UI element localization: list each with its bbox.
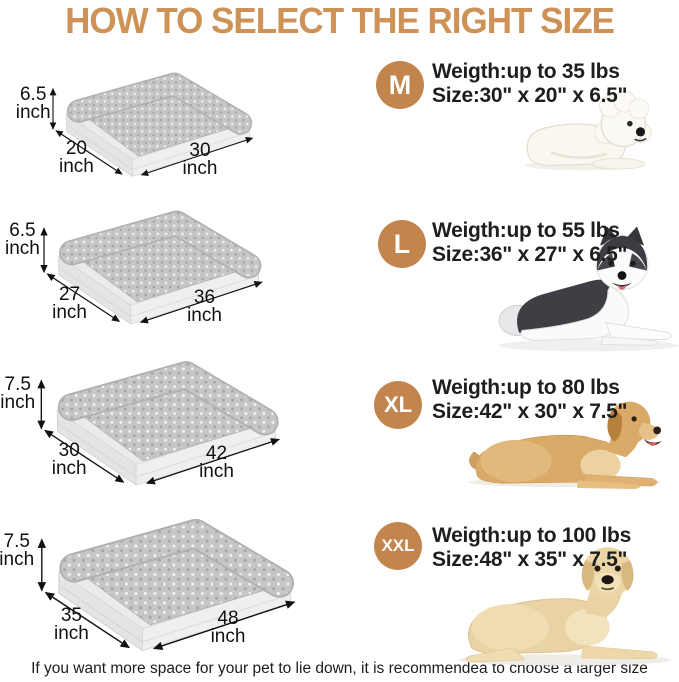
size-line: Size:36" x 27" x 6.5" (432, 243, 628, 266)
dimension-label-height: 6.5 inch (3, 220, 42, 260)
dimension-label-depth: 35 inch (30, 604, 112, 644)
weight-line: Weigth:up to 35 lbs (432, 60, 620, 83)
dim-unit: inch (54, 622, 89, 644)
dimension-label-width: 36 inch (168, 287, 241, 327)
dim-unit: inch (0, 392, 36, 414)
page-title: HOW TO SELECT THE RIGHT SIZE (65, 1, 615, 42)
dim-value: 30 (58, 440, 80, 462)
size-badge-xxl: XXL (374, 522, 422, 570)
dimension-label-depth: 30 inch (31, 440, 108, 480)
dim-value: 42 (205, 443, 228, 465)
dim-value: 48 (217, 608, 239, 630)
spec-text-l: Weigth:up to 55 lbs Size:36" x 27" x 6.5… (432, 219, 628, 267)
dim-unit: inch (4, 238, 40, 260)
dim-value: 30 (189, 140, 211, 162)
weight-line: Weigth:up to 100 lbs (432, 524, 631, 547)
size-badge-m: M (376, 61, 424, 109)
dimension-label-width: 42 inch (176, 443, 256, 483)
dim-unit: inch (199, 461, 234, 483)
dimension-label-height: 7.5 inch (0, 374, 39, 414)
dim-unit: inch (210, 626, 246, 648)
spec-text-xl: Weigth:up to 80 lbs Size:42" x 30" x 7.5… (432, 376, 628, 424)
size-line: Size:30" x 20" x 6.5" (432, 84, 628, 107)
dim-value: 6.5 (9, 220, 36, 242)
dim-value: 7.5 (4, 374, 31, 396)
dim-value: 36 (193, 287, 216, 309)
dimension-label-height: 6.5 inch (15, 84, 51, 124)
dim-value: 6.5 (19, 84, 47, 106)
weight-line: Weigth:up to 80 lbs (432, 376, 620, 399)
spec-text-xxl: Weigth:up to 100 lbs Size:48" x 35" x 7.… (432, 524, 631, 572)
dim-unit: inch (187, 305, 222, 327)
bed-illustration-l: 6.5 inch 27 inch 36 inch (5, 184, 270, 332)
dim-unit: inch (15, 102, 51, 124)
dog-photo-yellow-labrador (458, 547, 672, 666)
dim-unit: inch (51, 458, 87, 480)
size-badge-l: L (378, 220, 426, 268)
dim-unit: inch (0, 548, 35, 570)
size-line: Size:48" x 35" x 7.5" (432, 548, 628, 571)
dimension-label-width: 30 inch (166, 140, 233, 180)
dim-unit: inch (182, 158, 218, 180)
dim-value: 27 (58, 284, 81, 306)
spec-text-m: Weigth:up to 35 lbs Size:30" x 20" x 6.5… (432, 60, 628, 108)
footer-note: If you want more space for your pet to l… (31, 660, 648, 677)
dim-value: 35 (60, 604, 82, 626)
dog-photo-golden-retriever (469, 401, 662, 489)
dimension-label-depth: 27 inch (34, 284, 105, 324)
dim-unit: inch (52, 302, 87, 324)
size-badge-xl: XL (374, 381, 422, 429)
dimension-label-depth: 20 inch (44, 137, 109, 177)
dog-photo-siberian-husky (498, 226, 679, 352)
dog-photo-bichon-frise (524, 90, 652, 171)
dimension-label-width: 48 inch (185, 608, 270, 648)
dim-value: 20 (65, 137, 87, 159)
size-line: Size:42" x 30" x 7.5" (432, 400, 628, 423)
bed-illustration-xxl: 7.5 inch 35 inch 48 inch (0, 488, 304, 660)
dim-value: 7.5 (3, 530, 30, 552)
dimension-label-height: 7.5 inch (0, 530, 40, 570)
weight-line: Weigth:up to 55 lbs (432, 219, 620, 242)
dim-unit: inch (58, 155, 94, 177)
bed-illustration-m: 6.5 inch 20 inch 30 inch (16, 54, 260, 180)
bed-illustration-xl: 7.5 inch 30 inch 42 inch (0, 336, 288, 490)
